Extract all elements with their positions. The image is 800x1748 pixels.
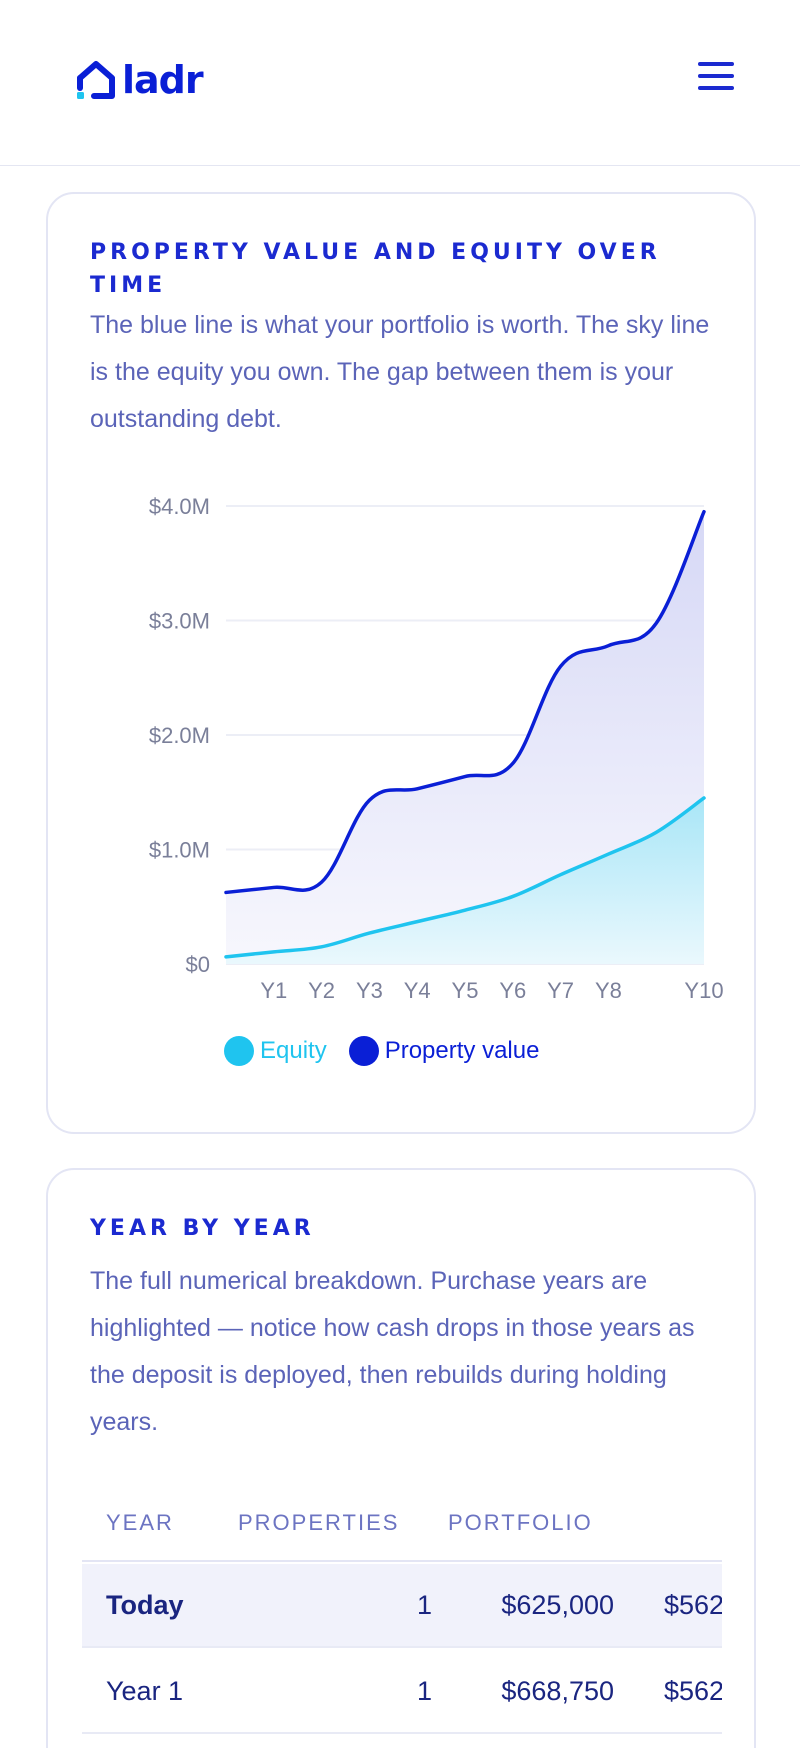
chart-card: PROPERTY VALUE AND EQUITY OVER TIME The …: [46, 192, 756, 1134]
table-header: YEAR PROPERTIES PORTFOLIO: [82, 1480, 722, 1562]
table-row[interactable]: Today 1 $625,000 $562: [82, 1564, 722, 1648]
legend-item-equity[interactable]: Equity: [224, 1036, 327, 1066]
house-icon: [77, 61, 115, 99]
cell-next-column: $562: [664, 1590, 722, 1620]
column-header-year[interactable]: YEAR: [106, 1510, 174, 1535]
cell-portfolio: $625,000: [501, 1590, 614, 1620]
y-tick-label: $3.0M: [149, 609, 210, 634]
table-card-title: YEAR BY YEAR: [90, 1216, 315, 1241]
cell-year: Year 1: [106, 1676, 184, 1706]
cell-next-column: $562: [664, 1676, 722, 1706]
column-header-properties[interactable]: PROPERTIES: [238, 1510, 400, 1535]
y-tick-label: $4.0M: [149, 494, 210, 519]
logo-text: ladr: [122, 58, 204, 102]
year-by-year-card: YEAR BY YEAR The full numerical breakdow…: [46, 1168, 756, 1748]
property-equity-chart: $0 $1.0M $2.0M $3.0M $4.0M Y1 Y2 Y3 Y4 Y5 Y6 Y7 Y8 Y…: [149, 494, 724, 1003]
legend-dot-property-value: [348, 1036, 379, 1066]
x-tick-label: Y3: [356, 978, 383, 1003]
x-tick-label: Y2: [308, 978, 335, 1003]
year-table[interactable]: YEAR PROPERTIES PORTFOLIO Today 1 $625,0…: [82, 1480, 722, 1748]
cell-year: Today: [106, 1590, 184, 1620]
table-row[interactable]: Year 1 1 $668,750 $562: [82, 1650, 722, 1734]
table-card-description: The full numerical breakdown. Purchase y…: [90, 1267, 695, 1436]
chart-legend: Equity Property value: [224, 1036, 561, 1066]
equity-line[interactable]: [224, 796, 706, 959]
x-tick-label: Y1: [260, 978, 287, 1003]
y-tick-label: $2.0M: [149, 723, 210, 748]
logo[interactable]: ladr: [74, 58, 204, 102]
x-tick-label: Y6: [499, 978, 526, 1003]
y-tick-label: $0: [186, 952, 210, 977]
site-header: ladr: [0, 0, 800, 166]
x-tick-label: Y5: [452, 978, 479, 1003]
cell-portfolio: $668,750: [501, 1676, 614, 1706]
cell-properties: 1: [416, 1590, 432, 1620]
x-tick-label: Y4: [404, 978, 431, 1003]
legend-label-equity: Equity: [260, 1037, 327, 1064]
legend-label-property-value: Property value: [384, 1037, 540, 1064]
equity-area: [226, 797, 704, 964]
hamburger-menu-icon[interactable]: [694, 62, 738, 102]
legend-dot-equity: [224, 1036, 254, 1066]
chart-card-title: PROPERTY VALUE AND EQUITY OVER TIME: [90, 240, 661, 298]
column-header-portfolio[interactable]: PORTFOLIO: [448, 1510, 593, 1535]
property-value-area: [226, 511, 704, 964]
x-tick-label: Y10: [684, 978, 723, 1003]
chart-card-description: The blue line is what your portfolio is …: [90, 311, 710, 433]
legend-item-property-value[interactable]: Property value: [348, 1036, 540, 1066]
property-value-line[interactable]: [224, 509, 706, 895]
x-tick-label: Y8: [595, 978, 622, 1003]
cell-properties: 1: [416, 1676, 432, 1706]
y-tick-label: $1.0M: [149, 838, 210, 863]
x-tick-label: Y7: [547, 978, 574, 1003]
